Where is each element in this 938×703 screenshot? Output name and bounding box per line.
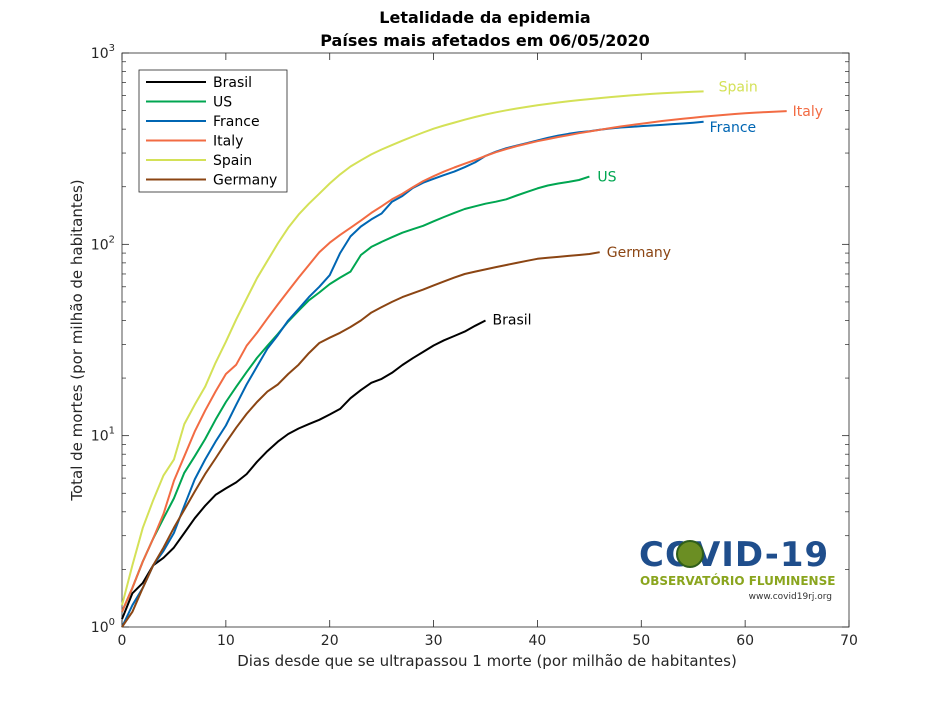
x-axis-label: Dias desde que se ultrapassou 1 morte (p… <box>237 652 737 670</box>
covid19-logo: COVID-19 OBSERVATÓRIO FLUMINENSE www.cov… <box>639 535 835 602</box>
logo-subtitle: OBSERVATÓRIO FLUMINENSE <box>640 573 835 588</box>
logo-url: www.covid19rj.org <box>749 592 832 602</box>
chart-title: Letalidade da epidemia <box>379 8 590 27</box>
x-tick-label: 20 <box>321 633 339 649</box>
y-tick-labels: 100 101 102 103 <box>91 43 115 636</box>
y-tick-label: 103 <box>91 43 115 62</box>
series-line-italy <box>121 110 787 613</box>
x-tick-label: 0 <box>118 633 127 649</box>
axis-ticks <box>121 52 850 628</box>
legend-label-brasil: Brasil <box>213 75 252 91</box>
series-end-label-us: US <box>597 170 616 186</box>
x-tick-label: 30 <box>425 633 443 649</box>
legend-label-italy: Italy <box>213 134 243 150</box>
x-tick-label: 10 <box>217 633 235 649</box>
legend: Brasil US France Italy Spain Germany <box>138 69 288 193</box>
legend-label-spain: Spain <box>213 153 252 169</box>
series-end-label-spain: Spain <box>719 79 758 95</box>
x-tick-label: 70 <box>840 633 858 649</box>
y-tick-label: 100 <box>91 617 115 636</box>
series-line-germany <box>121 251 600 628</box>
series-end-label-france: France <box>710 120 757 136</box>
y-axis-label: Total de mortes (por milhão de habitante… <box>68 179 86 501</box>
series-line-spain <box>121 90 704 606</box>
series-end-label-italy: Italy <box>793 104 823 120</box>
series-end-label-germany: Germany <box>607 245 671 261</box>
x-tick-label: 40 <box>529 633 547 649</box>
chart-subtitle: Países mais afetados em 06/05/2020 <box>320 31 650 50</box>
x-tick-label: 50 <box>632 633 650 649</box>
series-end-labels: Brasil US France Italy Spain Germany <box>493 79 824 328</box>
x-tick-labels: 0 10 20 30 40 50 60 70 <box>118 633 858 649</box>
series-end-label-brasil: Brasil <box>493 312 532 328</box>
virus-icon <box>676 540 704 568</box>
logo-title: COVID-19 <box>639 535 829 575</box>
series-line-brasil <box>121 319 486 620</box>
x-tick-label: 60 <box>736 633 754 649</box>
legend-box <box>138 69 288 193</box>
legend-label-france: France <box>213 114 260 130</box>
legend-label-us: US <box>213 95 232 111</box>
series-lines <box>121 90 787 628</box>
y-tick-label: 101 <box>91 426 115 445</box>
y-tick-label: 102 <box>91 234 115 253</box>
series-line-us <box>121 175 590 613</box>
legend-label-germany: Germany <box>213 173 277 189</box>
